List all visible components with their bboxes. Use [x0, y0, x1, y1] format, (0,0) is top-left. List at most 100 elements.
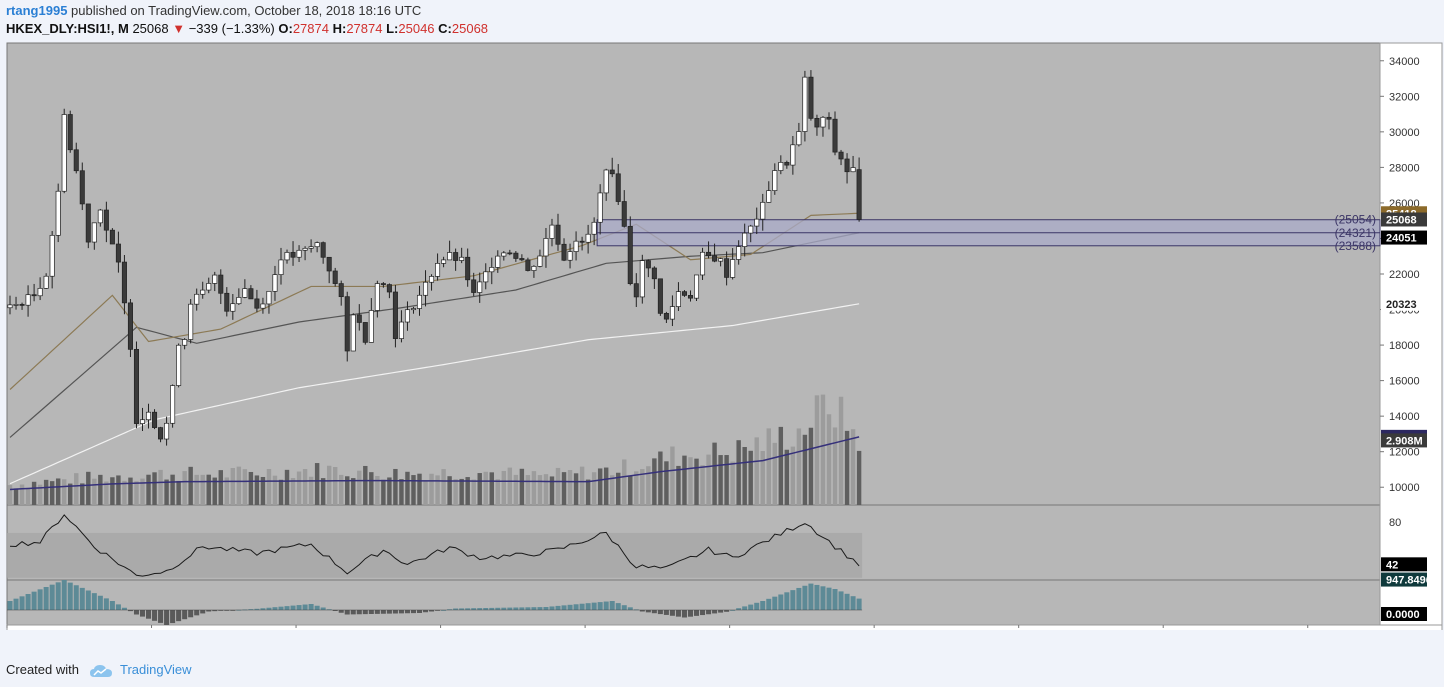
volume-bar — [357, 470, 362, 505]
candle-body — [700, 251, 706, 276]
author-link[interactable]: rtang1995 — [6, 3, 68, 18]
volume-bar — [104, 481, 109, 505]
candle-body — [585, 233, 591, 243]
macd-bar — [736, 608, 742, 610]
volume-bar — [700, 465, 705, 505]
candle-body — [543, 238, 549, 257]
candle-body — [531, 265, 537, 271]
macd-bar — [483, 608, 489, 610]
volume-bar — [742, 447, 747, 505]
macd-panel — [6, 579, 1381, 626]
candle-body — [212, 274, 218, 284]
macd-bar — [296, 605, 302, 610]
macd-bar — [170, 610, 176, 624]
volume-bar — [507, 467, 513, 505]
candle-body — [687, 295, 694, 299]
down-arrow-icon: ▼ — [172, 21, 186, 36]
volume-bar — [242, 469, 248, 505]
chart-area[interactable]: 1000012000140001600018000200002200024000… — [0, 42, 1444, 630]
macd-bar — [471, 608, 477, 610]
candle-body — [109, 229, 115, 245]
volume-bar — [224, 477, 230, 505]
y-tick-label: 10000 — [1389, 482, 1420, 494]
candle-body — [489, 267, 495, 273]
price-label-bg — [1381, 230, 1427, 245]
volume-bar — [375, 476, 380, 505]
macd-bar — [79, 587, 85, 610]
volume-bar — [92, 478, 97, 505]
macd-bar — [344, 610, 350, 615]
volume-bar — [658, 451, 663, 505]
volume-bar — [591, 472, 597, 505]
volume-bar — [320, 478, 326, 505]
candle-body — [639, 260, 645, 298]
candle-body — [832, 118, 838, 153]
high-value: 27874 — [346, 21, 383, 36]
footer: Created with TradingView — [6, 660, 192, 680]
macd-bar — [386, 610, 392, 614]
macd-bar — [712, 610, 718, 614]
macd-bar — [13, 598, 19, 610]
candle-body — [188, 303, 194, 340]
macd-bar — [423, 610, 429, 613]
volume-bar — [435, 475, 440, 505]
last-price: 25068 — [132, 21, 169, 36]
volume-bar — [459, 478, 464, 505]
macd-bar — [760, 601, 766, 610]
chart-header: rtang1995 published on TradingView.com, … — [6, 2, 1436, 42]
candle-body — [724, 258, 730, 278]
candle-body — [573, 240, 579, 252]
candle-body — [820, 116, 826, 128]
volume-bar — [393, 468, 398, 505]
volume-bar — [158, 469, 163, 505]
volume-bar — [790, 446, 796, 505]
macd-bar — [748, 604, 754, 610]
candle-body — [272, 274, 278, 292]
macd-bar — [700, 610, 706, 616]
candle-body — [447, 252, 453, 261]
tradingview-link[interactable]: TradingView — [120, 662, 192, 677]
volume-bar — [49, 481, 55, 505]
volume-bar — [838, 396, 844, 505]
macd-bar — [778, 594, 784, 610]
volume-bar — [585, 479, 591, 505]
macd-bar — [200, 610, 206, 614]
macd-bar — [597, 602, 603, 610]
macd-bar — [194, 610, 200, 616]
macd-bar — [55, 582, 61, 610]
macd-bar — [314, 605, 320, 610]
volume-bar — [555, 467, 561, 505]
volume-bar — [381, 479, 386, 505]
volume-bar — [254, 475, 260, 505]
candle-body — [495, 255, 501, 268]
volume-bar — [561, 472, 567, 505]
symbol-name[interactable]: HKEX_DLY:HSI1!, M — [6, 21, 129, 36]
macd-bar — [639, 610, 645, 612]
candle-body — [766, 190, 772, 203]
candle-body — [567, 251, 573, 261]
macd-bar — [146, 610, 152, 619]
zone-label: (25054) — [1335, 213, 1376, 227]
volume-bar — [308, 476, 314, 505]
macd-bar — [645, 610, 651, 613]
candle-body — [164, 422, 170, 440]
macd-bar — [224, 610, 230, 611]
macd-bar — [591, 602, 597, 610]
candle-body — [501, 252, 507, 257]
macd-bar — [453, 608, 459, 610]
price-label: 25068 — [1386, 214, 1417, 226]
macd-bar — [326, 609, 332, 611]
candle-body — [784, 162, 790, 166]
macd-bar — [410, 610, 416, 614]
macd-bar — [627, 607, 633, 610]
candle-body — [465, 256, 471, 281]
macd-bar — [441, 610, 447, 611]
candle-body — [519, 258, 525, 261]
macd-bar — [43, 587, 49, 610]
macd-bar — [669, 610, 675, 616]
volume-bar — [609, 475, 615, 505]
macd-bar — [694, 610, 700, 616]
y-tick-label: 30000 — [1389, 127, 1420, 139]
volume-bar — [326, 465, 332, 505]
volume-bar — [170, 474, 175, 505]
